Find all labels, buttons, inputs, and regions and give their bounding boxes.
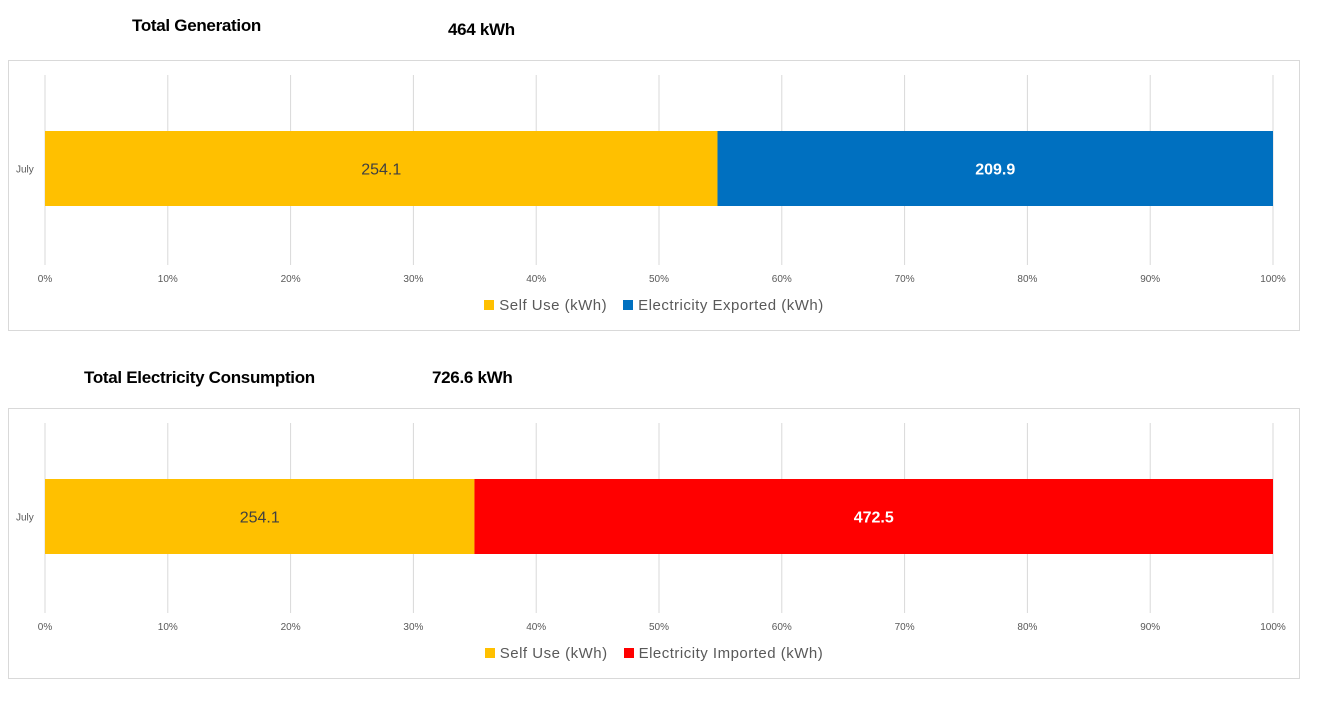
- consumption-total: 726.6 kWh: [432, 368, 513, 387]
- legend-swatch: [623, 648, 634, 658]
- x-tick-label: 40%: [526, 274, 546, 285]
- generation-chart-legend: Self Use (kWh) Electricity Exported (kWh): [9, 297, 1299, 314]
- data-label-self-use: 254.1: [361, 162, 401, 179]
- legend-swatch: [623, 300, 634, 310]
- legend-label: Electricity Exported (kWh): [638, 297, 824, 314]
- generation-total: 464 kWh: [448, 20, 515, 39]
- legend-item-electricity-exported: Electricity Exported (kWh): [623, 297, 824, 314]
- x-tick-label: 0%: [38, 622, 53, 633]
- category-label: July: [16, 165, 34, 176]
- data-label-electricity-imported: 472.5: [854, 510, 894, 527]
- legend-label: Electricity Imported (kWh): [638, 645, 824, 662]
- legend-label: Self Use (kWh): [499, 297, 608, 314]
- x-tick-label: 70%: [895, 274, 915, 285]
- x-tick-label: 100%: [1260, 274, 1286, 285]
- legend-item-self-use: Self Use (kWh): [484, 645, 608, 662]
- consumption-chart-plot: July 254.1 472.5 0% 10% 20% 30% 40% 50% 60% 70% 80%…: [16, 423, 1286, 633]
- consumption-chart: July 254.1 472.5 0% 10% 20% 30% 40% 50% 60% 70% 80%…: [8, 408, 1300, 679]
- generation-chart-plot: July 254.1 209.9 0% 10% 20% 30% 40% 50% 60% 70% 80%…: [16, 75, 1286, 285]
- generation-chart: July 254.1 209.9 0% 10% 20% 30% 40% 50% 60% 70% 80%…: [8, 60, 1300, 331]
- legend-label: Self Use (kWh): [499, 645, 608, 662]
- x-tick-label: 20%: [281, 622, 301, 633]
- x-tick-label: 80%: [1017, 274, 1037, 285]
- legend-item-self-use: Self Use (kWh): [484, 297, 607, 314]
- bar-electricity-imported: [474, 479, 1274, 554]
- category-label: July: [16, 513, 34, 524]
- generation-title: Total Generation: [132, 16, 262, 35]
- x-tick-label: 30%: [403, 622, 423, 633]
- bar-self-use: [45, 479, 475, 554]
- consumption-title: Total Electricity Consumption: [84, 368, 315, 387]
- x-tick-label: 60%: [772, 274, 792, 285]
- x-tick-label: 70%: [895, 622, 915, 633]
- x-tick-label: 80%: [1017, 622, 1037, 633]
- consumption-chart-legend: Self Use (kWh) Electricity Imported (kWh): [9, 645, 1299, 662]
- legend-swatch: [484, 300, 495, 310]
- data-label-electricity-exported: 209.9: [975, 162, 1015, 179]
- x-tick-label: 30%: [403, 274, 423, 285]
- x-tick-label: 40%: [526, 622, 546, 633]
- x-tick-label: 100%: [1260, 622, 1286, 633]
- legend-swatch: [484, 648, 495, 658]
- x-tick-label: 50%: [649, 274, 669, 285]
- x-tick-label: 0%: [38, 274, 53, 285]
- x-tick-label: 20%: [281, 274, 301, 285]
- x-tick-label: 60%: [772, 622, 792, 633]
- data-label-self-use: 254.1: [240, 510, 280, 527]
- x-tick-label: 50%: [649, 622, 669, 633]
- legend-item-electricity-imported: Electricity Imported (kWh): [623, 645, 824, 662]
- x-tick-label: 90%: [1140, 622, 1160, 633]
- x-tick-label: 10%: [158, 274, 178, 285]
- bar-self-use: [45, 131, 718, 206]
- x-tick-label: 10%: [158, 622, 178, 633]
- bar-electricity-exported: [717, 131, 1273, 206]
- x-tick-label: 90%: [1140, 274, 1160, 285]
